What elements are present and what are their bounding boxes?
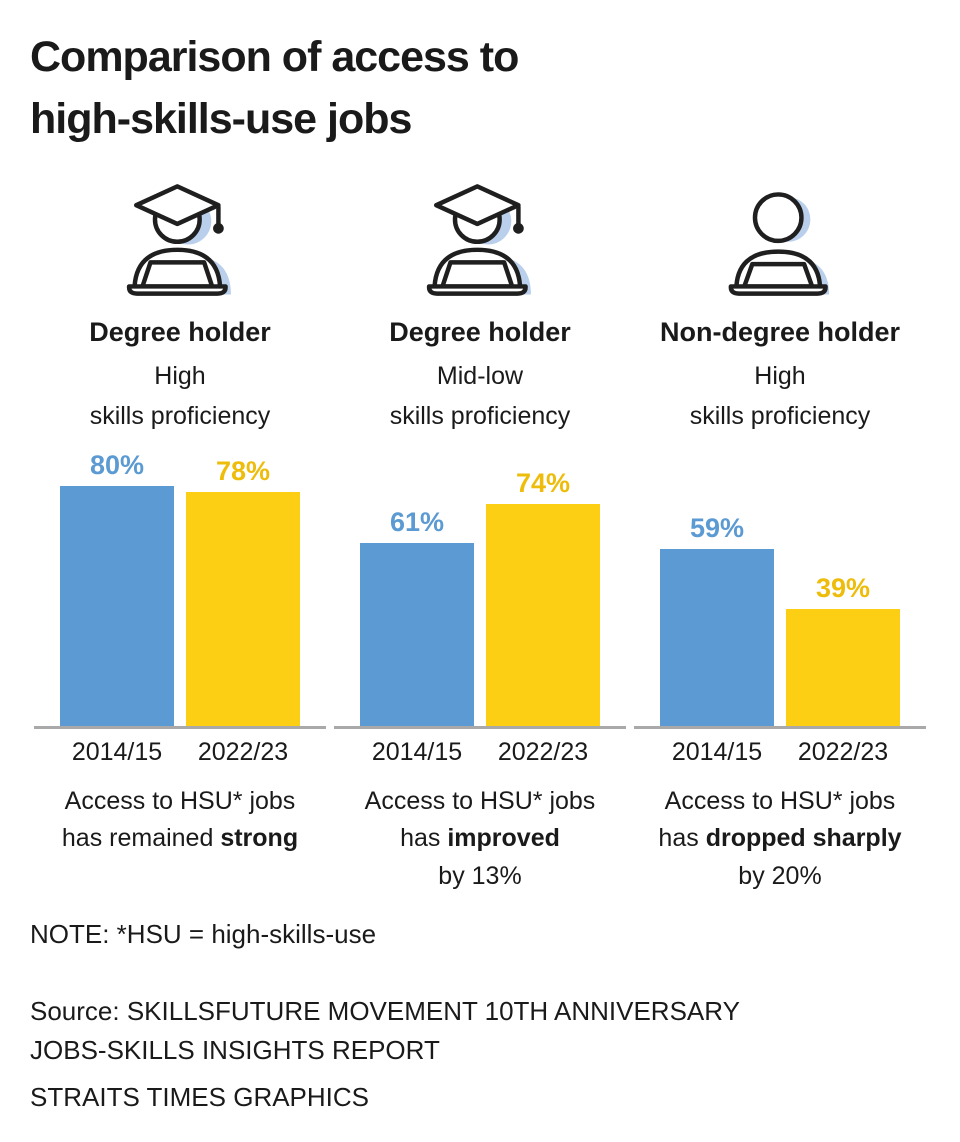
year-label: 2022/23 [797, 737, 889, 766]
page-title-line1: Comparison of access to [30, 33, 519, 81]
year-label: 2014/15 [371, 737, 463, 766]
bar-value-label-2022-23: 39% [815, 572, 871, 603]
bar-value-label-2022-23: 74% [515, 467, 571, 498]
page-title: Comparison of access to high-skills-use … [30, 26, 930, 151]
group-column-degree-high: Degree holder High skills proficiency 80… [30, 167, 330, 896]
group-label: Degree holder [89, 316, 271, 347]
group-sublabel: High skills proficiency [689, 361, 871, 430]
chart-baseline [34, 725, 326, 729]
graduate-at-laptop-icon [89, 173, 271, 307]
group-caption: Access to HSU* jobs has remained strong [61, 786, 299, 853]
group-sublabel: Mid-low skills proficiency [389, 361, 571, 430]
graduate-at-laptop-icon [389, 173, 571, 307]
group-sublabel: High skills proficiency [89, 361, 271, 430]
credit-text: STRAITS TIMES GRAPHICS [30, 1082, 370, 1113]
bar-value-label-2014-15: 61% [389, 506, 445, 537]
x-axis-labels: 2014/15 2022/23 [660, 738, 900, 767]
bar-2014-15 [660, 548, 774, 726]
bar-value-label-2022-23: 78% [215, 455, 271, 486]
infographic: Comparison of access to high-skills-use … [30, 26, 930, 1113]
source-text: Source: SKILLSFUTURE MOVEMENT 10TH ANNIV… [30, 996, 740, 1066]
chart-baseline [634, 725, 926, 729]
bar-value-label-2014-15: 59% [689, 512, 745, 543]
bar-2022-23 [786, 608, 900, 726]
group-label: Degree holder [389, 316, 571, 347]
chart-baseline [334, 725, 626, 729]
bar-group: 59% 39% [660, 444, 900, 726]
person-at-laptop-icon [689, 173, 871, 307]
bar-2022-23 [486, 503, 600, 726]
bar-group: 61% 74% [360, 444, 600, 726]
bar-group: 80% 78% [60, 444, 300, 726]
group-column-nondegree-high: Non-degree holder High skills proficienc… [630, 167, 930, 896]
year-label: 2014/15 [671, 737, 763, 766]
note-text: NOTE: *HSU = high-skills-use [30, 919, 377, 950]
bar-2014-15 [360, 542, 474, 726]
bar-2014-15 [60, 485, 174, 726]
x-axis-labels: 2014/15 2022/23 [60, 738, 300, 767]
group-caption: Access to HSU* jobs has improved by 13% [364, 786, 596, 890]
group-column-degree-midlow: Degree holder Mid-low skills proficiency… [330, 167, 630, 896]
x-axis-labels: 2014/15 2022/23 [360, 738, 600, 767]
bar-value-label-2014-15: 80% [89, 449, 145, 480]
page-title-line2: high-skills-use jobs [30, 95, 412, 144]
group-label: Non-degree holder [659, 316, 901, 347]
group-caption: Access to HSU* jobs has dropped sharply … [658, 786, 902, 890]
bar-2022-23 [186, 491, 300, 726]
year-label: 2022/23 [197, 737, 289, 766]
year-label: 2014/15 [71, 737, 163, 766]
chart-columns: Degree holder High skills proficiency 80… [30, 167, 930, 896]
year-label: 2022/23 [497, 737, 589, 766]
